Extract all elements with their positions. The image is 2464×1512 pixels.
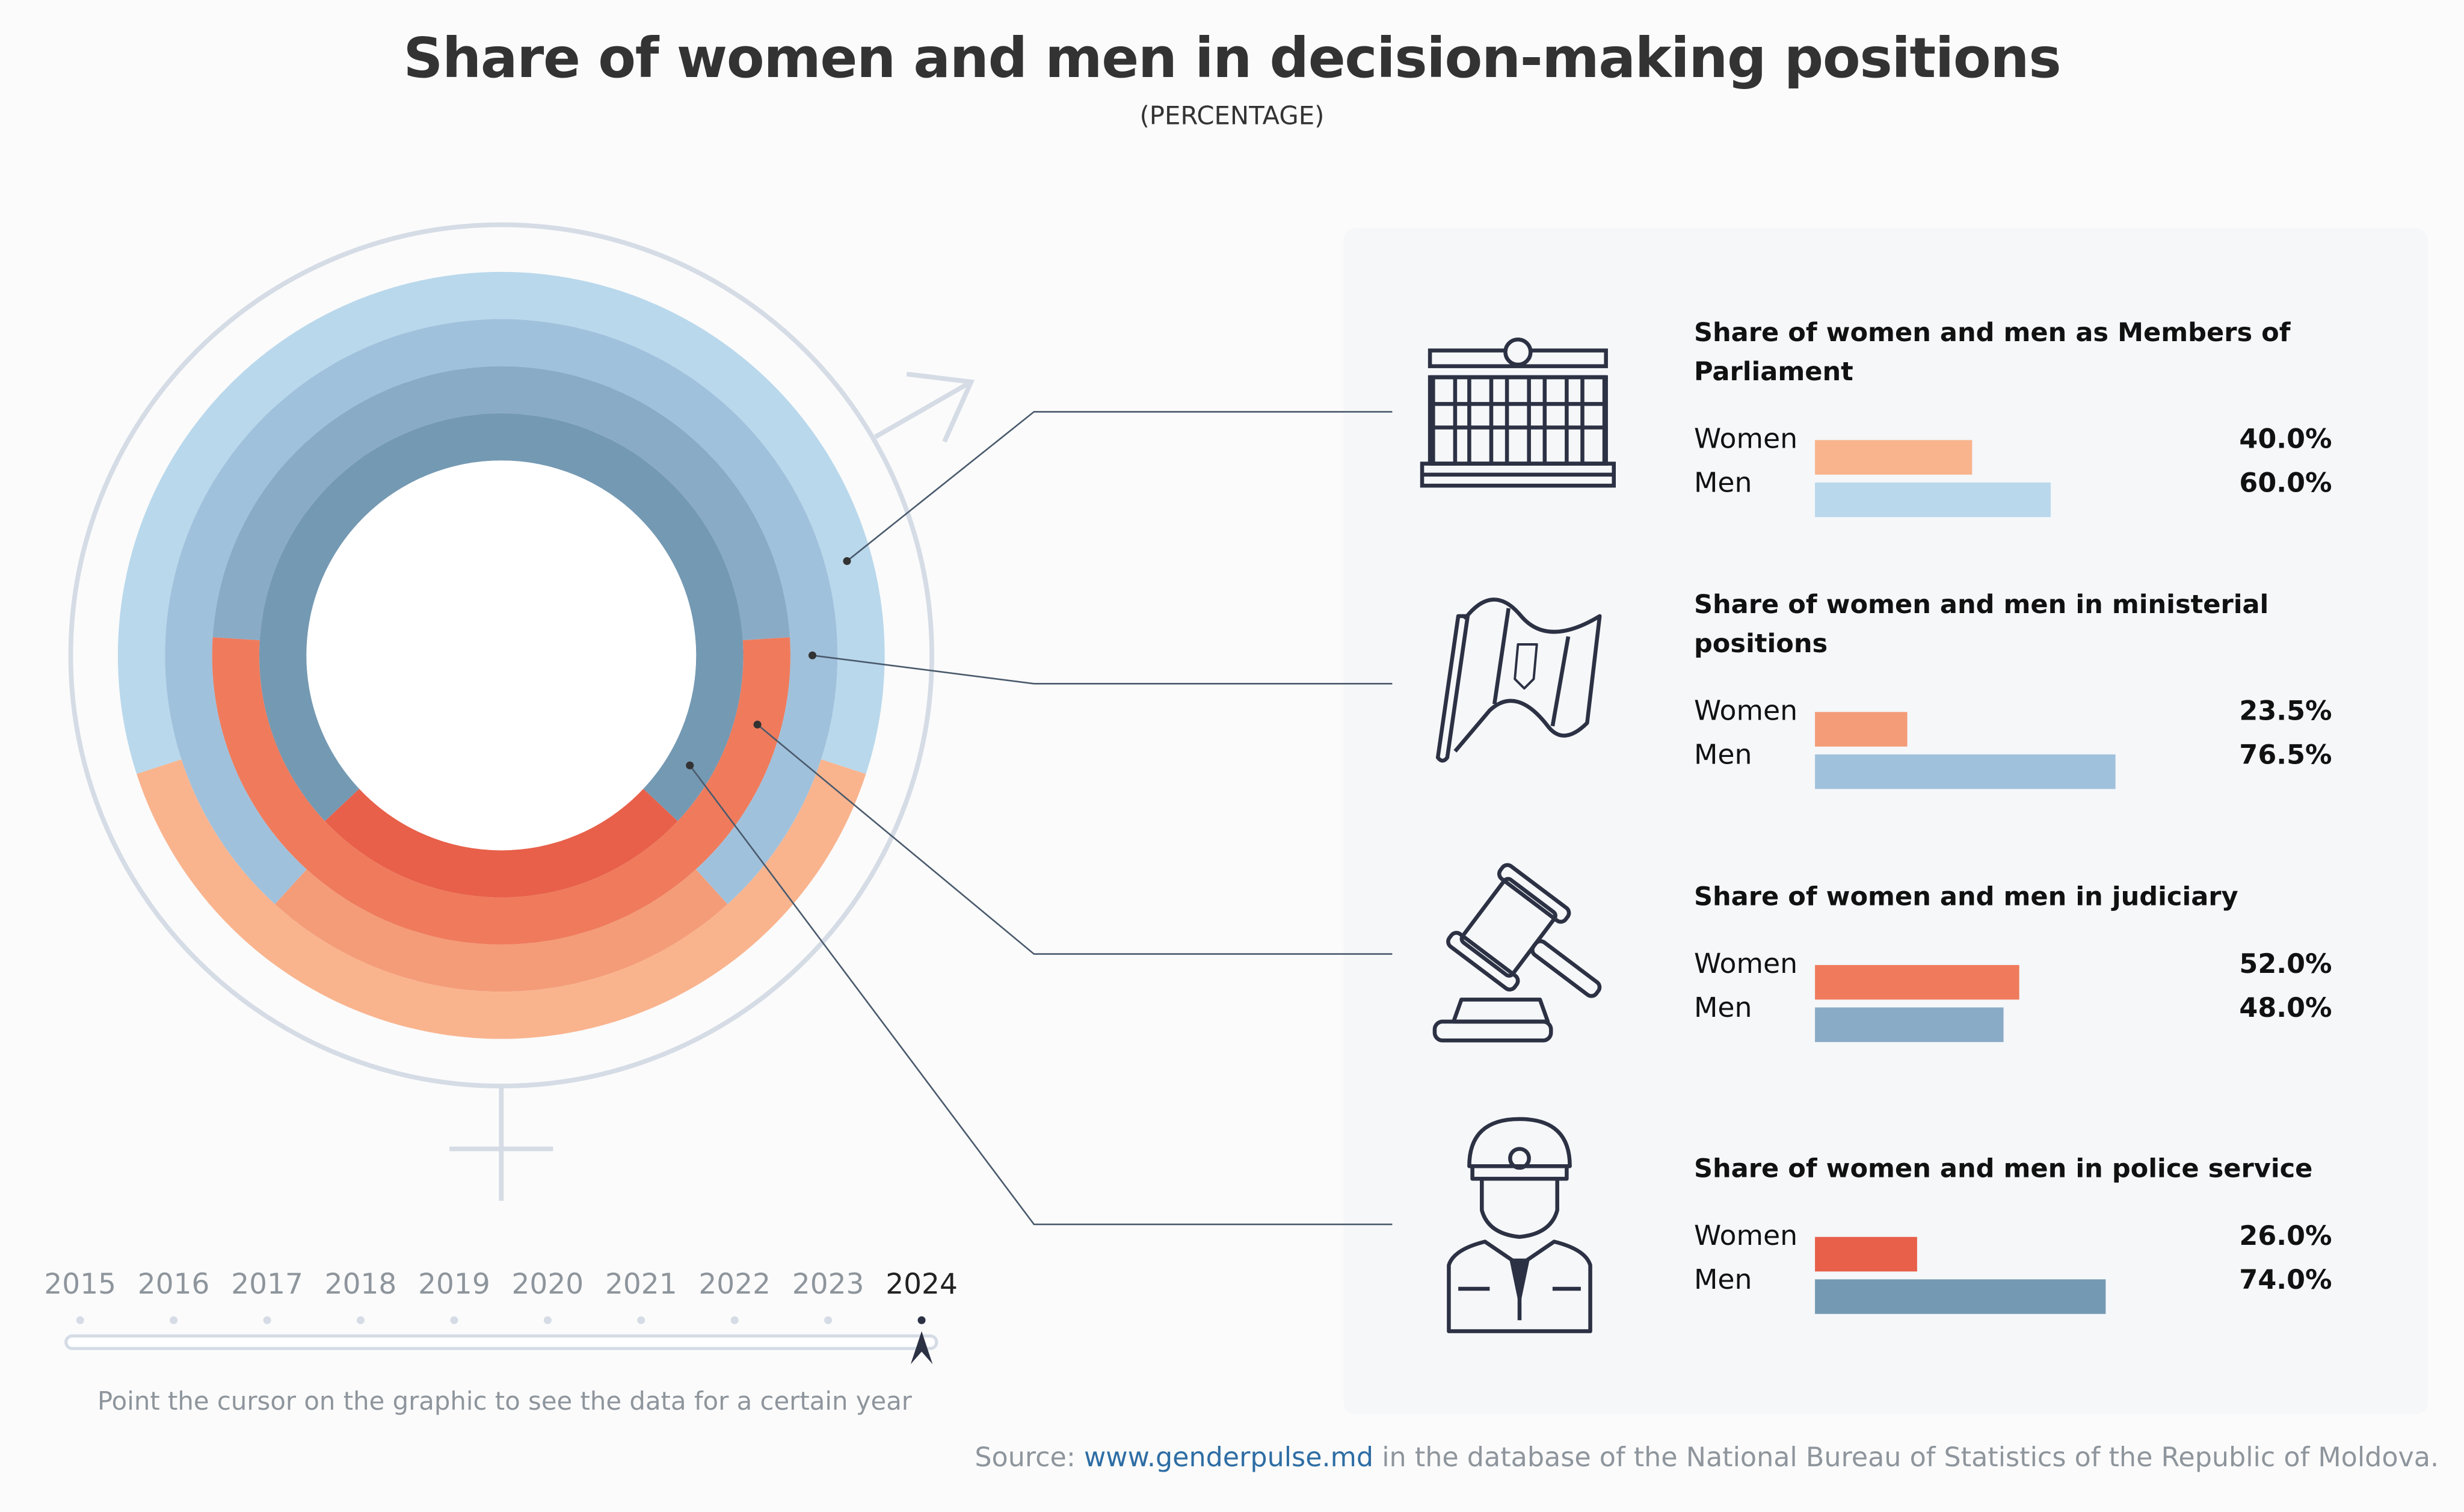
source-prefix: Source:	[975, 1442, 1084, 1475]
female-symbol-icon	[449, 1084, 553, 1201]
men-label: Men	[1693, 740, 1752, 772]
year-option[interactable]: 2020	[511, 1268, 584, 1301]
women-label: Women	[1693, 424, 1798, 456]
year-dot[interactable]	[730, 1316, 739, 1324]
women-label: Women	[1693, 696, 1798, 728]
ring-men-segment[interactable]	[165, 319, 838, 904]
year-dot[interactable]	[917, 1316, 926, 1324]
parliament-building-icon	[1420, 337, 1616, 488]
male-symbol-icon	[874, 371, 975, 443]
men-value: 74.0%	[2239, 1265, 2332, 1297]
center-hole	[306, 460, 697, 851]
women-value: 52.0%	[2239, 949, 2332, 981]
men-label: Men	[1693, 468, 1752, 500]
year-dot[interactable]	[76, 1316, 84, 1324]
year-option[interactable]: 2018	[324, 1268, 397, 1301]
chart-title: Share of women and men in decision-makin…	[403, 28, 2062, 91]
men-bar[interactable]	[1815, 754, 2116, 789]
year-dot[interactable]	[543, 1316, 552, 1324]
gavel-icon	[1432, 863, 1602, 1043]
ring-women-segment[interactable]	[212, 637, 790, 945]
timeline-track[interactable]	[64, 1334, 938, 1350]
year-option[interactable]: 2017	[231, 1268, 303, 1301]
source-link[interactable]: www.genderpulse.md	[1083, 1442, 1374, 1475]
women-bar[interactable]	[1815, 712, 1908, 747]
men-label: Men	[1693, 993, 1752, 1025]
source-suffix: in the database of the National Bureau o…	[1373, 1442, 2439, 1475]
women-bar[interactable]	[1815, 1236, 1917, 1272]
year-dot[interactable]	[170, 1316, 178, 1324]
chart-subtitle: (PERCENTAGE)	[1139, 100, 1325, 131]
ring-women-segment[interactable]	[325, 789, 678, 898]
section-title: Share of women and men in ministerial po…	[1693, 589, 2269, 659]
women-bar[interactable]	[1815, 440, 1973, 475]
year-option[interactable]: 2019	[418, 1268, 490, 1301]
year-option[interactable]: 2015	[44, 1268, 117, 1301]
bars	[1815, 440, 2116, 1314]
source-note: Source: www.genderpulse.md in the databa…	[975, 1443, 2439, 1474]
rings	[117, 271, 885, 1039]
connector-line	[757, 724, 1393, 955]
women-bar[interactable]	[1815, 964, 2019, 1000]
women-value: 26.0%	[2239, 1221, 2332, 1253]
year-dot[interactable]	[263, 1316, 271, 1324]
year-dot[interactable]	[356, 1316, 365, 1324]
men-label: Men	[1693, 1265, 1752, 1297]
year-option[interactable]: 2023	[792, 1268, 864, 1301]
year-dot[interactable]	[824, 1316, 833, 1324]
women-label: Women	[1693, 1221, 1798, 1253]
women-label: Women	[1693, 949, 1798, 981]
ring-women-segment[interactable]	[275, 869, 728, 992]
connector-line	[812, 654, 1393, 685]
connector-dot	[753, 720, 762, 729]
men-bar[interactable]	[1815, 1279, 2106, 1314]
connector-line	[846, 411, 1393, 562]
flag-icon	[1435, 597, 1602, 763]
hint-text: Point the cursor on the graphic to see t…	[97, 1386, 913, 1416]
section-title: Share of women and men in judiciary	[1693, 881, 2238, 912]
connector-line	[689, 765, 1393, 1226]
year-option[interactable]: 2021	[605, 1268, 677, 1301]
men-bar[interactable]	[1815, 482, 2051, 517]
ring-men-segment[interactable]	[259, 413, 744, 821]
connector-dot	[808, 651, 817, 659]
year-dot[interactable]	[637, 1316, 645, 1324]
year-dot[interactable]	[450, 1316, 458, 1324]
men-bar[interactable]	[1815, 1007, 2004, 1042]
section-title: Share of women and men as Members of Par…	[1693, 317, 2291, 387]
ring-women-segment[interactable]	[137, 759, 866, 1039]
connector-dot	[686, 761, 694, 770]
year-option[interactable]: 2024	[886, 1268, 958, 1301]
women-value: 40.0%	[2239, 424, 2332, 456]
men-value: 76.5%	[2239, 740, 2332, 772]
women-value: 23.5%	[2239, 696, 2332, 728]
men-value: 48.0%	[2239, 993, 2332, 1025]
year-timeline[interactable]	[64, 1316, 938, 1365]
timeline-pointer-icon[interactable]	[910, 1331, 933, 1365]
police-officer-icon	[1447, 1117, 1592, 1333]
year-option[interactable]: 2016	[137, 1268, 210, 1301]
men-value: 60.0%	[2239, 468, 2332, 500]
ring-men-segment[interactable]	[212, 366, 790, 641]
section-title: Share of women and men in police service	[1693, 1153, 2313, 1183]
connector-dot	[843, 557, 851, 566]
year-option[interactable]: 2022	[698, 1268, 771, 1301]
connectors	[686, 411, 1393, 1226]
